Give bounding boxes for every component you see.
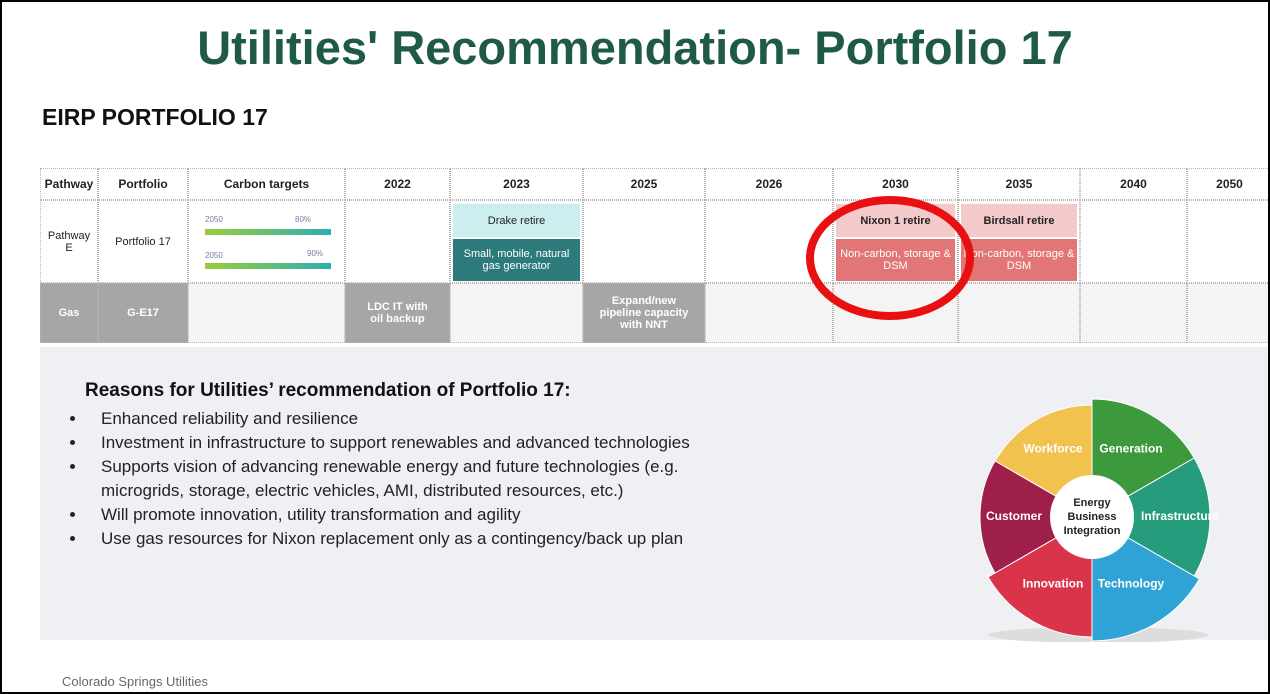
segment-label: Technology	[1098, 577, 1165, 591]
event: Non-carbon, storage & DSM	[836, 239, 955, 281]
center-label: Energy	[1073, 497, 1111, 509]
th: Pathway	[40, 168, 98, 200]
cell	[958, 283, 1080, 343]
cell	[345, 200, 450, 283]
segment-label: Innovation	[1023, 577, 1084, 591]
bar	[205, 229, 331, 235]
cell: G-E17	[98, 283, 188, 343]
cell	[1080, 200, 1187, 283]
center-label: Business	[1068, 511, 1117, 523]
bar	[205, 263, 331, 269]
year: 2050	[205, 251, 223, 260]
segment-label: Customer	[986, 509, 1042, 523]
wheel: Workforce Generation Infrastructure Technol…	[979, 398, 1219, 642]
bullet: Supports vision of advancing renewable e…	[87, 455, 747, 503]
th: 2035	[958, 168, 1080, 200]
event: Nixon 1 retire	[836, 204, 955, 237]
event: Non-carbon, storage & DSM	[961, 239, 1077, 281]
cell: Expand/new pipeline capacity with NNT	[583, 283, 705, 343]
footer: Colorado Springs Utilities	[62, 674, 208, 689]
cell: Drake retire Small, mobile, natural gas …	[450, 200, 583, 283]
wheel-center	[1050, 475, 1134, 559]
segment-label: Infrastructure	[1141, 509, 1219, 523]
target: 80%	[295, 215, 312, 224]
bullet: Will promote innovation, utility transfo…	[87, 503, 747, 527]
event: Drake retire	[453, 204, 580, 237]
th: Carbon targets	[188, 168, 345, 200]
cell	[450, 283, 583, 343]
cell	[188, 283, 345, 343]
cell	[1187, 283, 1268, 343]
bullet: Investment in infrastructure to support …	[87, 431, 747, 455]
cell: Portfolio 17	[98, 200, 188, 283]
th: 2040	[1080, 168, 1187, 200]
th: 2022	[345, 168, 450, 200]
segment-label: Generation	[1099, 442, 1162, 456]
center-label: Integration	[1064, 525, 1121, 537]
th: 2030	[833, 168, 958, 200]
wheel-segment	[979, 460, 1094, 574]
cell	[705, 200, 833, 283]
cell: 2050 80% 2050 90%	[188, 200, 345, 283]
cell	[833, 283, 958, 343]
subtitle: EIRP PORTFOLIO 17	[42, 104, 268, 130]
title: Utilities' Recommendation- Portfolio 17	[197, 21, 1073, 74]
segment-label: Workforce	[1023, 442, 1082, 456]
bullet: Enhanced reliability and resilience	[87, 407, 747, 431]
cell	[705, 283, 833, 343]
target: 90%	[307, 249, 324, 258]
cell: Pathway E	[40, 200, 98, 283]
cell	[583, 200, 705, 283]
th: Portfolio	[98, 168, 188, 200]
event: Small, mobile, natural gas generator	[453, 239, 580, 281]
cell	[1080, 283, 1187, 343]
th: 2050	[1187, 168, 1268, 200]
wheel-segment	[1090, 457, 1211, 577]
th: 2025	[583, 168, 705, 200]
cell: Birdsall retire Non-carbon, storage & DS…	[958, 200, 1080, 283]
cell: Gas	[40, 283, 98, 343]
year: 2050	[205, 215, 223, 224]
event: Birdsall retire	[961, 204, 1077, 237]
cell: LDC IT with oil backup	[345, 283, 450, 343]
th: 2023	[450, 168, 583, 200]
bullet: Use gas resources for Nixon replacement …	[87, 527, 747, 551]
cell	[1187, 200, 1268, 283]
th: 2026	[705, 168, 833, 200]
cell: Nixon 1 retire Non-carbon, storage & DSM	[833, 200, 958, 283]
reasons-heading: Reasons for Utilities’ recommendation of…	[85, 380, 571, 401]
reasons-list: Enhanced reliability and resilience Inve…	[47, 407, 747, 551]
